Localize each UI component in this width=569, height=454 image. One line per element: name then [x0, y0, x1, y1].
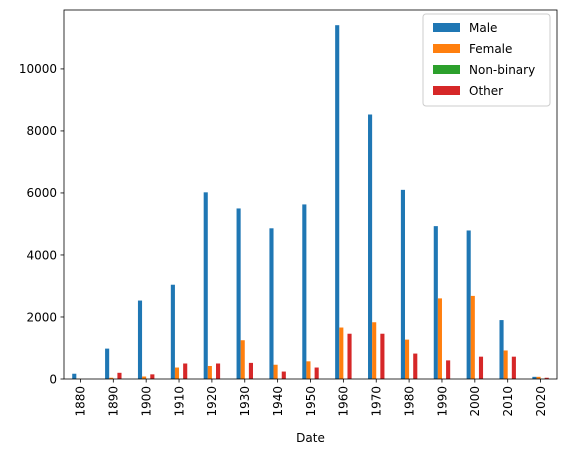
bar-male-1950 [302, 204, 307, 379]
legend-swatch-non-binary [433, 65, 460, 74]
bar-female-1990 [437, 298, 442, 379]
bar-other-1990 [446, 360, 451, 379]
bar-other-1920 [216, 363, 221, 379]
bar-male-2000 [466, 230, 471, 379]
bar-other-1970 [380, 333, 385, 379]
y-axis: 0 2000 4000 6000 8000 10000 [19, 62, 64, 386]
x-tick-label: 1910 [172, 386, 186, 417]
x-tick-label: 1950 [304, 386, 318, 417]
bar-female-2010 [503, 350, 508, 379]
x-tick-label: 2010 [501, 386, 515, 417]
bar-female-2020 [536, 376, 541, 379]
bar-female-1890 [109, 377, 114, 379]
legend-swatch-male [433, 23, 460, 32]
bar-other-2000 [478, 356, 484, 379]
bar-male-2010 [499, 320, 504, 379]
legend-swatch-other [433, 86, 460, 95]
x-tick-label: 1980 [402, 386, 416, 417]
bar-other-1930 [248, 362, 253, 379]
y-tick-label: 2000 [26, 310, 57, 324]
x-tick-label: 1900 [139, 386, 153, 417]
bar-female-1900 [142, 376, 147, 379]
x-tick-label: 1940 [271, 386, 285, 417]
x-tick-label: 1960 [337, 386, 351, 417]
bar-female-1920 [207, 365, 212, 379]
bar-male-1930 [236, 208, 241, 379]
bar-other-1980 [413, 353, 418, 379]
bar-male-1920 [203, 192, 208, 379]
x-tick-label: 1920 [205, 386, 219, 417]
x-tick-label: 2020 [534, 386, 548, 417]
x-tick-label: 1880 [74, 386, 88, 417]
x-tick-label: 1930 [238, 386, 252, 417]
bar-male-1880 [72, 373, 77, 379]
bar-female-1950 [306, 361, 311, 379]
y-tick-label: 8000 [26, 124, 57, 138]
bar-other-1910 [183, 363, 188, 379]
plot-area [72, 25, 549, 379]
bar-other-1950 [314, 367, 319, 379]
bar-male-2020 [532, 376, 537, 379]
legend-swatch-female [433, 44, 460, 53]
legend: Male Female Non-binary Other [422, 13, 551, 107]
legend-label-female: Female [469, 42, 512, 56]
bar-other-1960 [347, 333, 352, 379]
bar-male-1910 [170, 284, 175, 379]
bar-female-1910 [174, 367, 180, 379]
bar-male-1900 [137, 300, 143, 379]
bar-male-1890 [105, 348, 110, 379]
bar-female-1940 [273, 364, 278, 379]
bar-male-1960 [335, 25, 340, 379]
bar-other-2020 [544, 377, 549, 379]
legend-label-other: Other [469, 84, 503, 98]
bar-female-2000 [470, 295, 475, 379]
y-tick-label: 4000 [26, 248, 57, 262]
bar-female-1980 [404, 339, 410, 379]
y-tick-label: 10000 [19, 62, 57, 76]
x-tick-label: 1990 [435, 386, 449, 417]
bar-male-1990 [433, 226, 438, 379]
x-axis: 1880 1890 1900 1910 1920 1930 1940 1950 1960 1970… [74, 379, 548, 417]
x-tick-label: 1890 [107, 386, 121, 417]
bar-male-1980 [400, 189, 405, 379]
plot-frame [63, 9, 558, 380]
x-tick-label: 2000 [468, 386, 482, 417]
legend-box [422, 13, 551, 107]
bar-female-1930 [240, 340, 245, 379]
bar-other-1890 [117, 372, 122, 379]
x-tick-label: 1970 [370, 386, 384, 417]
legend-label-non-binary: Non-binary [469, 63, 535, 77]
bar-female-1970 [372, 322, 377, 379]
bar-other-1940 [281, 371, 286, 379]
y-tick-label: 0 [49, 372, 57, 386]
bar-male-1970 [368, 114, 373, 379]
bar-other-1900 [150, 374, 155, 379]
bar-female-1960 [339, 327, 344, 379]
x-axis-title: Date [296, 431, 325, 445]
bar-male-1940 [269, 228, 274, 379]
legend-label-male: Male [469, 21, 497, 35]
bar-other-2010 [511, 356, 516, 379]
y-tick-label: 6000 [26, 186, 57, 200]
